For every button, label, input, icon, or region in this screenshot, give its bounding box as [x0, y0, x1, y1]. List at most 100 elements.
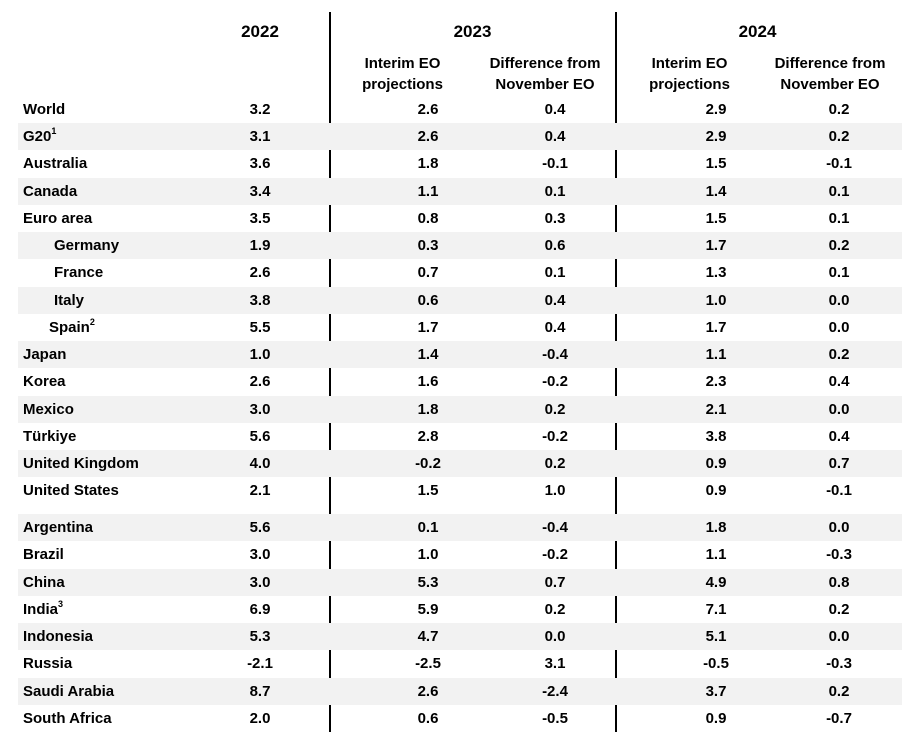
- cell-2024-projection: 1.5: [705, 155, 727, 172]
- cell-2024-difference: -0.3: [826, 546, 852, 563]
- cell-2024-difference: -0.7: [826, 710, 852, 727]
- cell-2022: 3.5: [249, 210, 271, 227]
- cell-2024-projection: 1.1: [705, 546, 727, 563]
- cell-2024-projection: 1.5: [705, 210, 727, 227]
- row-label: United States: [23, 477, 223, 504]
- header-2024-difference: Difference from November EO: [774, 55, 886, 93]
- row-label-text: Germany: [54, 237, 120, 254]
- table-row: Argentina 5.6 0.1 -0.4 1.8 0.0: [18, 514, 902, 541]
- cell-2024-difference: 0.4: [828, 373, 850, 390]
- table-row: Korea 2.6 1.6 -0.2 2.3 0.4: [18, 368, 902, 395]
- row-label-text: United States: [23, 482, 119, 499]
- cell-2024-difference: 0.0: [828, 319, 850, 336]
- table-row: China 3.0 5.3 0.7 4.9 0.8: [18, 569, 902, 596]
- cell-2023-projection: 0.7: [417, 264, 439, 281]
- row-label: Germany: [54, 232, 254, 259]
- cell-2024-difference: 0.2: [828, 128, 850, 145]
- cell-2024-difference: -0.3: [826, 655, 852, 672]
- cell-2024-difference: 0.2: [828, 601, 850, 618]
- cell-2023-projection: 0.1: [417, 519, 439, 536]
- cell-2023-projection: 1.5: [417, 482, 439, 499]
- row-label-text: Türkiye: [23, 428, 77, 445]
- table-row: Mexico 3.0 1.8 0.2 2.1 0.0: [18, 396, 902, 423]
- row-label: France: [54, 259, 254, 286]
- row-label-text: Brazil: [23, 546, 64, 563]
- cell-2024-difference: 0.0: [828, 292, 850, 309]
- cell-2024-difference: 0.8: [828, 574, 850, 591]
- cell-2022: 5.6: [249, 428, 271, 445]
- row-label: United Kingdom: [23, 450, 223, 477]
- cell-2024-projection: 1.4: [705, 183, 727, 200]
- table-row: World 3.2 2.6 0.4 2.9 0.2: [18, 96, 902, 123]
- cell-2023-projection: 0.3: [417, 237, 439, 254]
- cell-2024-projection: 1.0: [705, 292, 727, 309]
- cell-2024-projection: -0.5: [703, 655, 729, 672]
- cell-2024-projection: 2.3: [705, 373, 727, 390]
- cell-2022: -2.1: [247, 655, 273, 672]
- cell-2024-difference: 0.1: [828, 183, 850, 200]
- row-label: Mexico: [23, 396, 223, 423]
- cell-2024-difference: 0.0: [828, 519, 850, 536]
- cell-2022: 3.0: [249, 401, 271, 418]
- table-row: Saudi Arabia 8.7 2.6 -2.4 3.7 0.2: [18, 678, 902, 705]
- row-label-text: Mexico: [23, 401, 74, 418]
- table-row: Japan 1.0 1.4 -0.4 1.1 0.2: [18, 341, 902, 368]
- row-label-text: France: [54, 264, 104, 281]
- cell-2023-difference: -0.2: [542, 373, 568, 390]
- cell-2022: 3.0: [249, 546, 271, 563]
- cell-2024-projection: 7.1: [705, 601, 727, 618]
- cell-2023-projection: 1.7: [417, 319, 439, 336]
- cell-2023-projection: 1.4: [417, 346, 439, 363]
- row-label-text: Spain: [49, 319, 90, 336]
- table-row: United Kingdom 4.0 -0.2 0.2 0.9 0.7: [18, 450, 902, 477]
- table-row: India3 6.9 5.9 0.2 7.1 0.2: [18, 596, 902, 623]
- table-row: Australia 3.6 1.8 -0.1 1.5 -0.1: [18, 150, 902, 177]
- cell-2022: 2.0: [249, 710, 271, 727]
- row-label: Canada: [23, 178, 223, 205]
- cell-2023-difference: 0.0: [544, 628, 566, 645]
- header-2023-difference: Difference from November EO: [489, 55, 601, 93]
- cell-2024-difference: 0.7: [828, 455, 850, 472]
- table-row: South Africa 2.0 0.6 -0.5 0.9 -0.7: [18, 705, 902, 732]
- cell-2022: 4.0: [249, 455, 271, 472]
- cell-2023-difference: 0.4: [544, 319, 566, 336]
- cell-2024-projection: 2.1: [705, 401, 727, 418]
- cell-2023-projection: 2.6: [417, 683, 439, 700]
- footnote-marker: 2: [89, 317, 95, 327]
- cell-2024-difference: -0.1: [826, 482, 852, 499]
- cell-2023-difference: 0.1: [544, 264, 566, 281]
- table-row: G201 3.1 2.6 0.4 2.9 0.2: [18, 123, 902, 150]
- table-row: Indonesia 5.3 4.7 0.0 5.1 0.0: [18, 623, 902, 650]
- cell-2024-projection: 2.9: [705, 101, 727, 118]
- cell-2022: 3.4: [249, 183, 271, 200]
- table-row: Russia -2.1 -2.5 3.1 -0.5 -0.3: [18, 650, 902, 677]
- cell-2024-difference: 0.2: [828, 237, 850, 254]
- table-row: Italy 3.8 0.6 0.4 1.0 0.0: [18, 287, 902, 314]
- table-row: United States 2.1 1.5 1.0 0.9 -0.1: [18, 477, 902, 504]
- footnote-marker: 3: [58, 599, 64, 609]
- cell-2022: 5.3: [249, 628, 271, 645]
- cell-2023-difference: -0.1: [542, 155, 568, 172]
- header-2023-interim-eo: Interim EO projections: [362, 55, 443, 93]
- row-label-text: Italy: [54, 292, 85, 309]
- row-label-text: Euro area: [23, 210, 93, 227]
- row-label-text: Indonesia: [23, 628, 94, 645]
- cell-2023-projection: 1.0: [417, 546, 439, 563]
- row-label-text: Korea: [23, 373, 66, 390]
- row-label: Saudi Arabia: [23, 678, 223, 705]
- row-label: Korea: [23, 368, 223, 395]
- row-label-text: Canada: [23, 183, 78, 200]
- cell-2023-projection: 0.6: [417, 292, 439, 309]
- row-label-text: World: [23, 101, 66, 118]
- cell-2023-difference: 0.2: [544, 401, 566, 418]
- table-row: Canada 3.4 1.1 0.1 1.4 0.1: [18, 178, 902, 205]
- cell-2023-difference: 0.1: [544, 183, 566, 200]
- row-label: Argentina: [23, 514, 223, 541]
- cell-2022: 2.6: [249, 264, 271, 281]
- row-label-text: Australia: [23, 155, 88, 172]
- row-label: Spain2: [49, 314, 249, 341]
- cell-2023-projection: 4.7: [417, 628, 439, 645]
- cell-2024-difference: 0.0: [828, 628, 850, 645]
- header-year-2023: 2023: [453, 22, 492, 41]
- cell-2023-difference: -0.2: [542, 546, 568, 563]
